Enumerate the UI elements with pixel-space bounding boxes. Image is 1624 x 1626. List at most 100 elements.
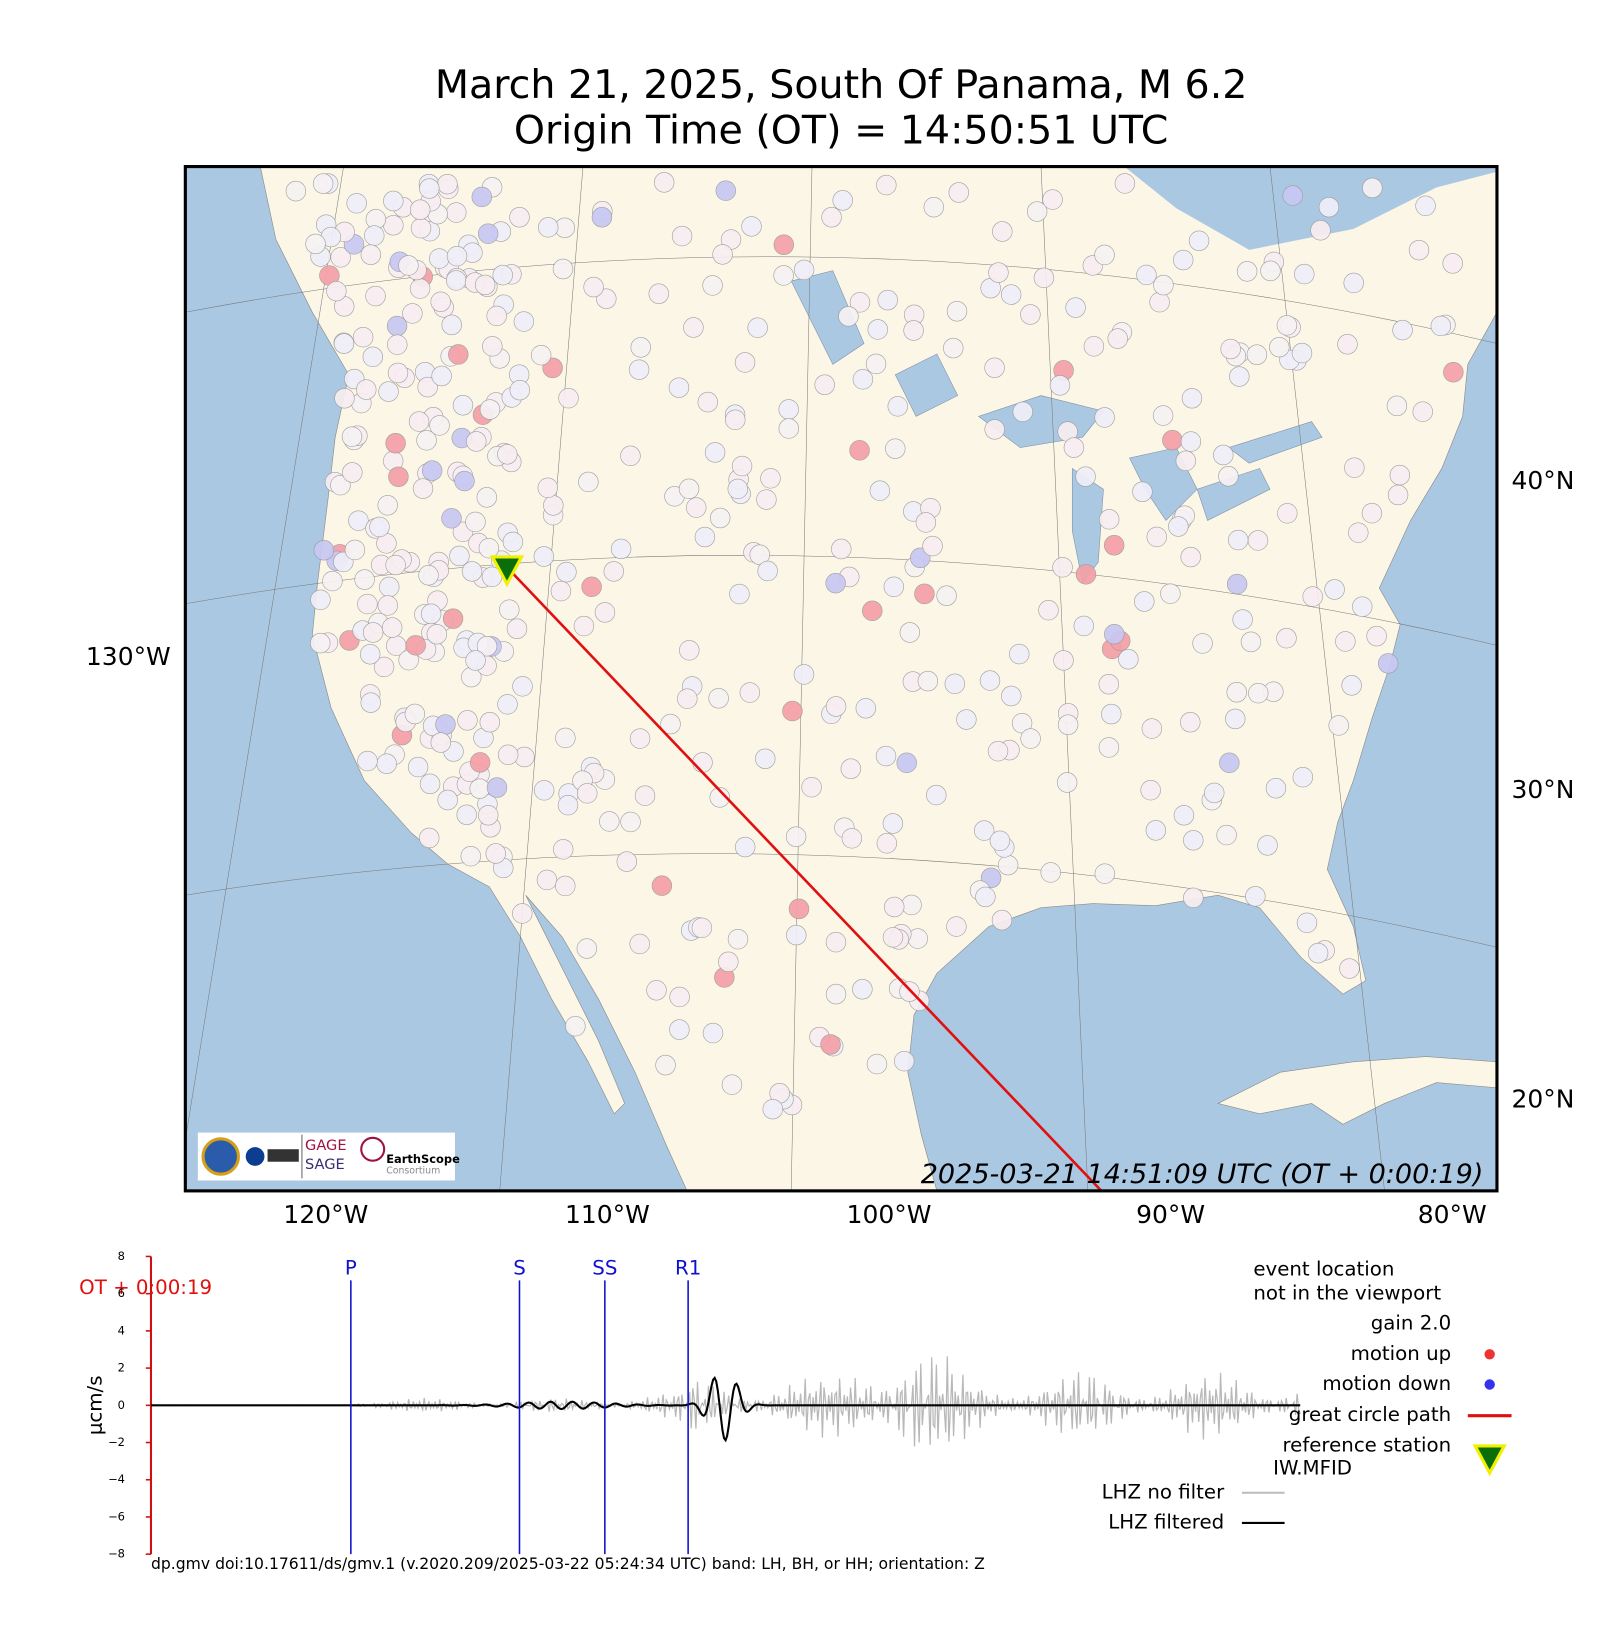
station xyxy=(988,262,1009,283)
station xyxy=(352,326,374,348)
logo-earthscope-mark xyxy=(360,1136,386,1162)
station xyxy=(691,917,713,939)
station xyxy=(1173,249,1194,271)
station xyxy=(702,275,723,296)
station xyxy=(801,776,822,798)
station xyxy=(884,896,905,918)
lat-tick-label: 30°N xyxy=(1512,775,1575,804)
seismogram-ylabel: μcm/s xyxy=(83,1375,106,1435)
station xyxy=(926,784,947,806)
legend-reference: reference station xyxy=(1282,1433,1451,1456)
lon-tick-label: 100°W xyxy=(847,1200,932,1229)
station xyxy=(557,794,579,816)
station xyxy=(313,540,335,561)
station xyxy=(556,561,577,583)
station xyxy=(1344,457,1365,478)
station xyxy=(1114,173,1136,194)
northern-water xyxy=(1124,166,1497,250)
station xyxy=(334,388,355,409)
station xyxy=(388,466,409,487)
station xyxy=(1149,291,1170,313)
station xyxy=(741,216,762,237)
station xyxy=(1337,334,1358,355)
station xyxy=(825,931,847,953)
station xyxy=(739,682,761,703)
station xyxy=(1218,466,1239,487)
reference-station xyxy=(489,555,525,588)
station xyxy=(882,927,904,948)
station xyxy=(869,480,891,501)
station xyxy=(855,698,877,719)
station xyxy=(1227,529,1249,551)
station xyxy=(553,839,574,860)
station xyxy=(497,444,518,465)
logo-nasa xyxy=(245,1147,265,1166)
station xyxy=(330,247,351,268)
station xyxy=(512,903,533,924)
station xyxy=(1204,782,1225,804)
station xyxy=(785,826,807,847)
station xyxy=(1145,820,1167,841)
station xyxy=(1339,958,1360,979)
map-left-label: 130°W xyxy=(86,642,171,671)
station xyxy=(923,196,944,218)
station xyxy=(1094,407,1115,428)
station xyxy=(838,306,859,327)
station xyxy=(1292,766,1314,788)
station xyxy=(360,692,381,713)
station xyxy=(1310,220,1331,241)
station xyxy=(731,455,753,477)
station xyxy=(773,265,794,286)
station xyxy=(379,576,400,598)
station xyxy=(1213,444,1234,466)
station xyxy=(914,583,935,605)
station xyxy=(377,495,398,516)
station xyxy=(987,740,1009,762)
phase-label: S xyxy=(513,1256,526,1279)
station xyxy=(446,245,468,267)
station xyxy=(616,851,638,872)
station xyxy=(1103,535,1125,556)
station xyxy=(1168,516,1189,537)
station xyxy=(984,419,1005,440)
y-tick-label: −8 xyxy=(108,1547,125,1561)
station xyxy=(992,221,1013,242)
station xyxy=(1269,336,1290,358)
station xyxy=(479,712,501,733)
station xyxy=(437,789,458,811)
legend-triangle xyxy=(1472,1444,1507,1477)
station xyxy=(435,714,456,735)
station xyxy=(1387,484,1409,506)
station xyxy=(852,979,873,1000)
station xyxy=(876,174,897,196)
station xyxy=(1180,546,1201,568)
map-frame xyxy=(183,164,1499,1193)
station xyxy=(421,460,443,481)
station xyxy=(478,805,499,826)
station xyxy=(1377,653,1399,674)
station xyxy=(1083,336,1105,357)
station xyxy=(944,673,966,695)
cuba xyxy=(1217,1056,1497,1125)
station xyxy=(409,278,431,299)
station xyxy=(1146,526,1167,548)
station xyxy=(497,744,519,766)
station xyxy=(341,426,363,447)
station xyxy=(620,811,641,833)
station xyxy=(782,700,803,722)
trace-filtered xyxy=(150,1376,1301,1443)
station xyxy=(1042,189,1063,210)
lat-tick-label: 20°N xyxy=(1512,1084,1575,1113)
station xyxy=(465,511,486,533)
legend-up-marker xyxy=(1484,1349,1495,1360)
station xyxy=(1001,685,1022,707)
station xyxy=(409,199,431,220)
station xyxy=(326,280,347,302)
station xyxy=(577,783,598,804)
station xyxy=(866,1053,888,1075)
station xyxy=(479,399,501,420)
station xyxy=(430,291,451,312)
station xyxy=(1153,274,1174,296)
station xyxy=(956,709,977,730)
station xyxy=(887,396,908,417)
